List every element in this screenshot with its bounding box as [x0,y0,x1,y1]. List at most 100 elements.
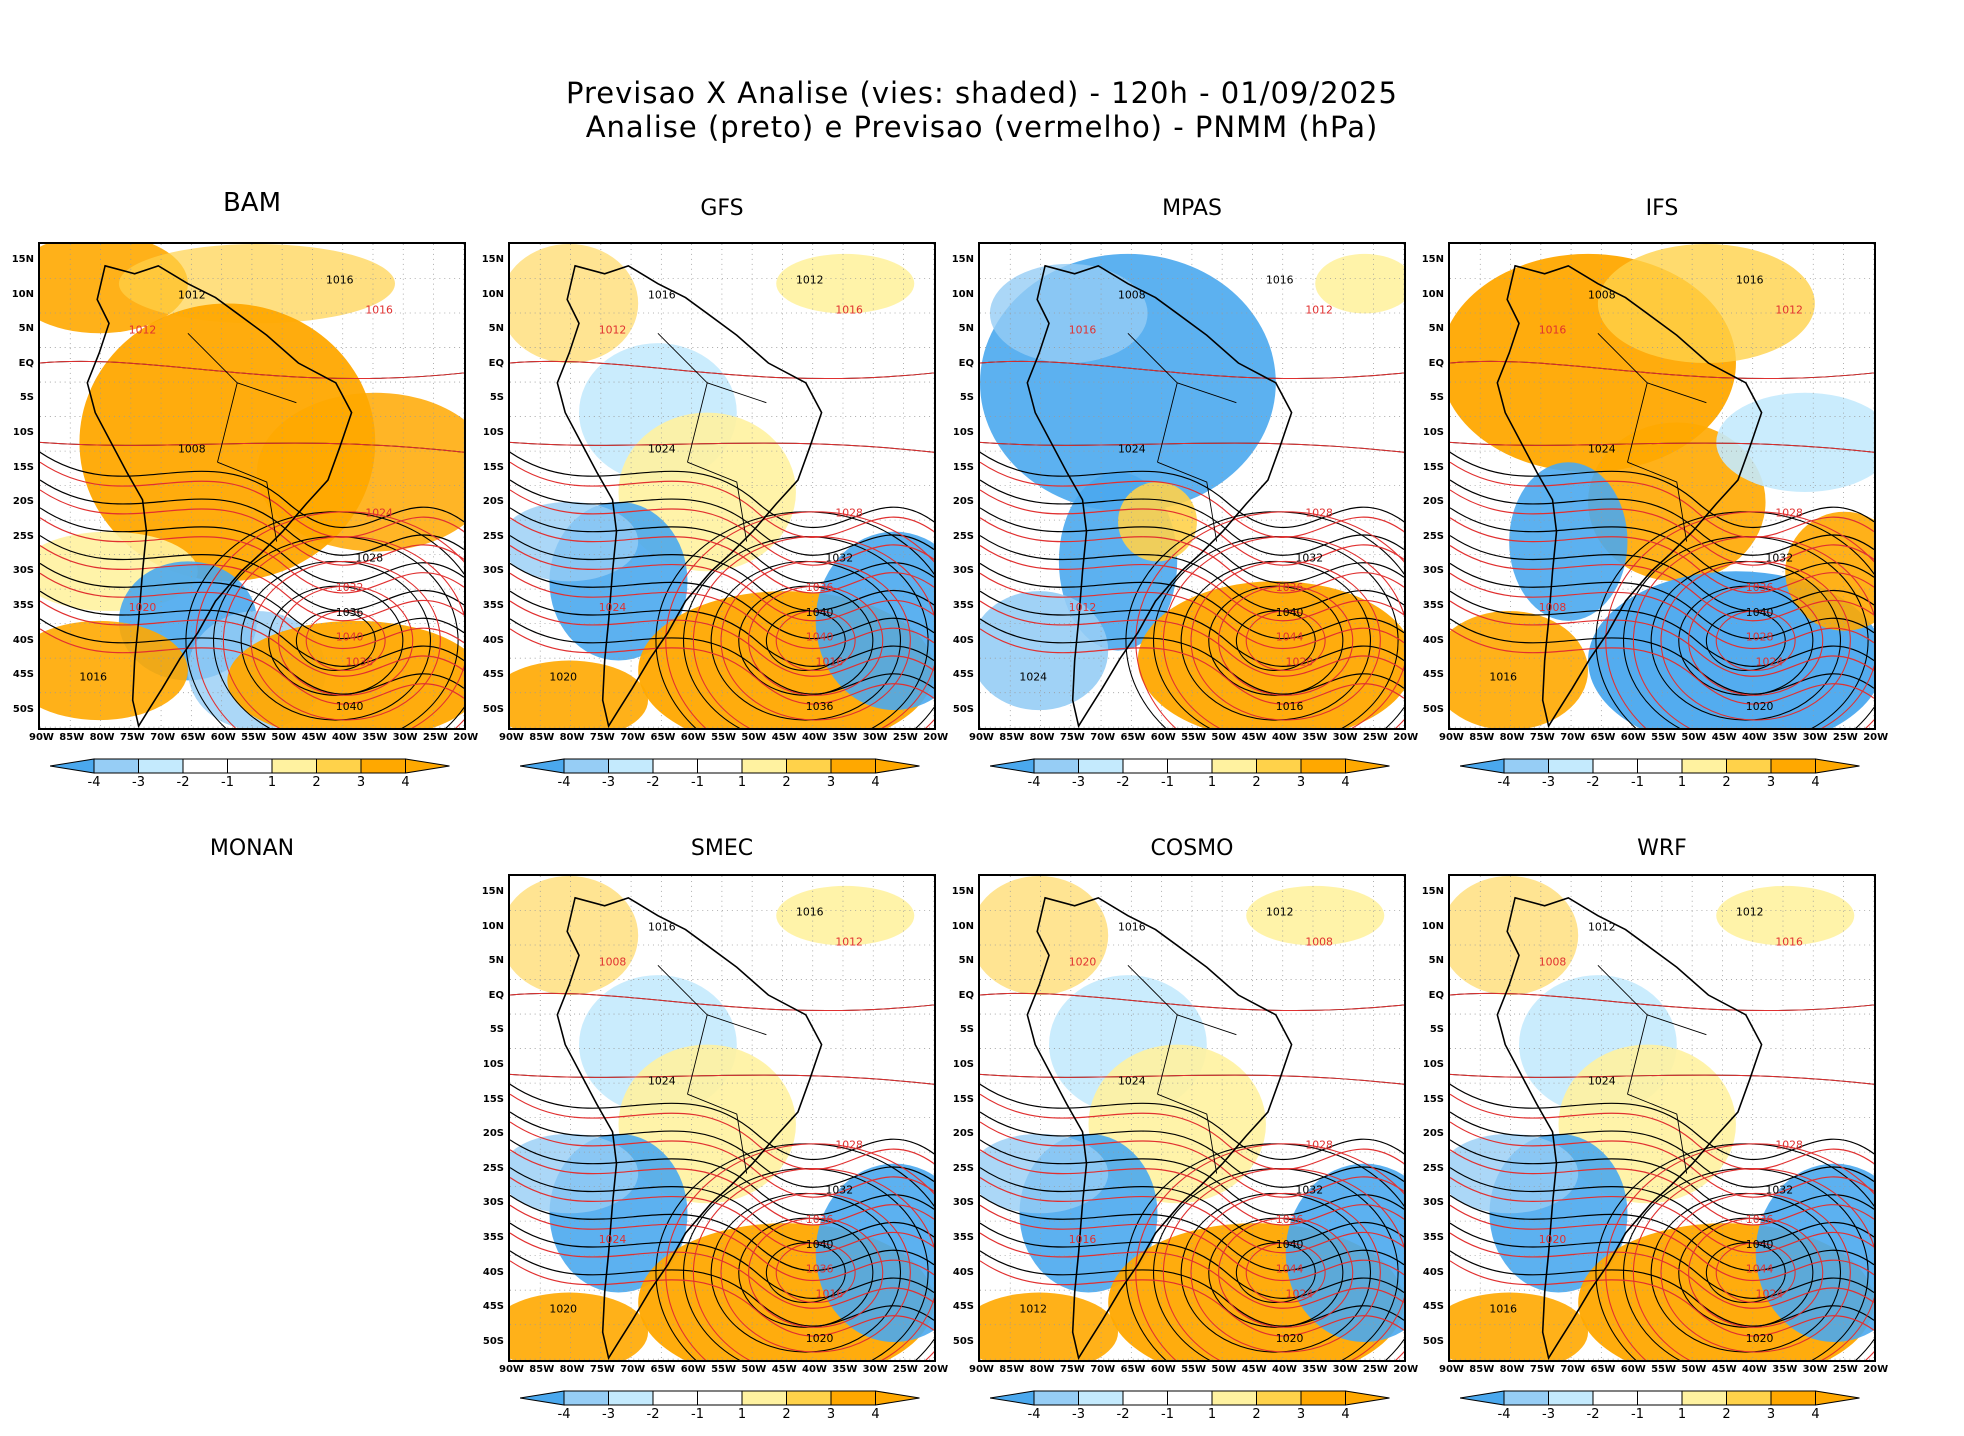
lon-tick-label: 35W [1772,732,1798,743]
isobar-label: 1040 [336,631,364,644]
coastline-south-america [1496,896,1763,1360]
colorbar-segment [93,758,139,774]
colorbar-tick-label: 3 [1766,775,1776,790]
isobar-line [510,1232,934,1309]
colorbar-segment [1548,758,1594,774]
isobar-line [1450,451,1874,529]
colorbar-segment [1503,1390,1549,1406]
lat-tick-label: EQ [1428,989,1444,1001]
lat-tick-label: EQ [1428,357,1444,369]
colorbar-tick-label: -1 [1161,775,1174,790]
colorbar-segment [830,1390,876,1406]
lat-tick-label: 45S [1422,669,1444,681]
lat-tick-label: 5S [489,392,504,404]
lon-tick-label: 75W [1529,1364,1555,1375]
map-panel-mpas: 1016 1012 1008 1016 1024 1028 1032 1036 1040 1044… [978,242,1406,730]
isobar-label: 1012 [599,323,627,336]
lat-tick-label: 35S [1422,1232,1444,1243]
coastline-south-america [86,264,353,728]
colorbar-tick-label: 4 [1811,1407,1820,1422]
lat-tick-label: 10S [952,1059,974,1070]
isobar-label: 1016 [1736,274,1764,287]
colorbar-segment [138,758,184,774]
lat-tick-label: 25S [1422,1162,1444,1174]
isobar-label: 1032 [826,1183,854,1196]
colorbar-tick-label: 1 [1207,1407,1217,1422]
lat-tick-label: 5N [488,955,504,967]
isobar-label: 1020 [806,1332,834,1345]
colorbar-tick-label: -3 [602,775,615,790]
lat-tick-label: 35S [482,600,504,611]
colorbar-arrow-right [1815,1390,1860,1406]
isobar-line [510,517,934,594]
lat-tick-label: 35S [12,600,34,611]
isobar-line [1450,479,1874,556]
lon-tick-label: 30W [1332,732,1358,743]
isobar-line [1450,1083,1874,1161]
colorbar-tick-label: -1 [691,775,704,790]
lon-tick-label: 65W [1120,732,1146,743]
colorbar-tick-label: 2 [1252,775,1261,790]
coastline-south-america [556,896,823,1360]
isobar-line [510,1260,934,1337]
lat-tick-label: 10S [482,1059,504,1070]
high-pressure-isobar [1605,511,1874,728]
isobar-line [980,1260,1404,1337]
lon-tick-label: 40W [332,732,357,743]
isobar-line [510,628,934,705]
lon-tick-label: 40W [1272,1364,1297,1375]
colorbar-tick-label: 1 [737,775,747,790]
lon-tick-label: 30W [392,732,418,743]
lat-tick-label: 35S [482,1232,504,1243]
colorbar-segment [652,1390,698,1406]
high-pressure-isobar [765,610,846,672]
lon-tick-label: 55W [1181,732,1207,743]
colorbar-segment [563,1390,609,1406]
isobar-label: 1020 [1069,955,1097,968]
isobar-label: 1008 [599,955,627,968]
lat-tick-label: 35S [952,1232,974,1243]
lat-tick-label: 25S [12,530,34,542]
lon-tick-label: 55W [1651,1364,1677,1375]
lon-tick-label: 70W [620,732,646,743]
isobar-label: 1024 [599,1233,627,1246]
figure-title-line1: Previsao X Analise (vies: shaded) - 120h… [566,76,1398,110]
lat-tick-label: 20S [1422,496,1444,508]
lat-tick-label: 15N [481,254,504,265]
colorbar-segment [563,758,609,774]
isobar-line [510,489,934,566]
isobar-line [510,545,934,622]
colorbar-arrow-left [519,1390,565,1406]
high-pressure-isobar [692,1168,934,1360]
lon-tick-label: 50W [741,1364,767,1375]
colorbar-tick-label: 1 [1207,775,1217,790]
isobar-label: 1008 [1118,289,1146,302]
lat-tick-label: 30S [12,565,34,577]
isobar-label: 1016 [1775,935,1803,948]
lon-tick-label: 50W [1681,1364,1707,1375]
isobar-label: 1024 [365,507,393,520]
lon-tick-label: 85W [999,732,1025,743]
colorbar-strip [1459,758,1860,774]
isobar-line [1450,1232,1874,1309]
lat-tick-label: 5S [1429,1024,1444,1036]
colorbar-tick-label: 1 [737,1407,747,1422]
lon-tick-label: 20W [1393,732,1419,743]
isobar-label: 1028 [1775,507,1803,520]
country-borders [1127,964,1237,1174]
lat-tick-label: 15S [952,461,974,473]
isobar-label: 1016 [835,303,863,316]
lat-tick-label: 20S [1422,1128,1444,1140]
high-pressure-isobar [720,1192,911,1353]
lon-tick-label: 75W [119,732,145,743]
isobar-line [980,451,1404,529]
isobar-label: 1012 [796,274,824,287]
isobar-line [980,1093,1404,1171]
isobar-label: 1040 [806,631,834,644]
lon-tick-label: 70W [1560,732,1586,743]
lat-tick-label: 10S [1422,1059,1444,1070]
colorbar-segment [1637,758,1683,774]
isobar-line [980,1139,1404,1216]
colorbar-segment [1300,758,1346,774]
lon-tick-label: 40W [1742,1364,1767,1375]
